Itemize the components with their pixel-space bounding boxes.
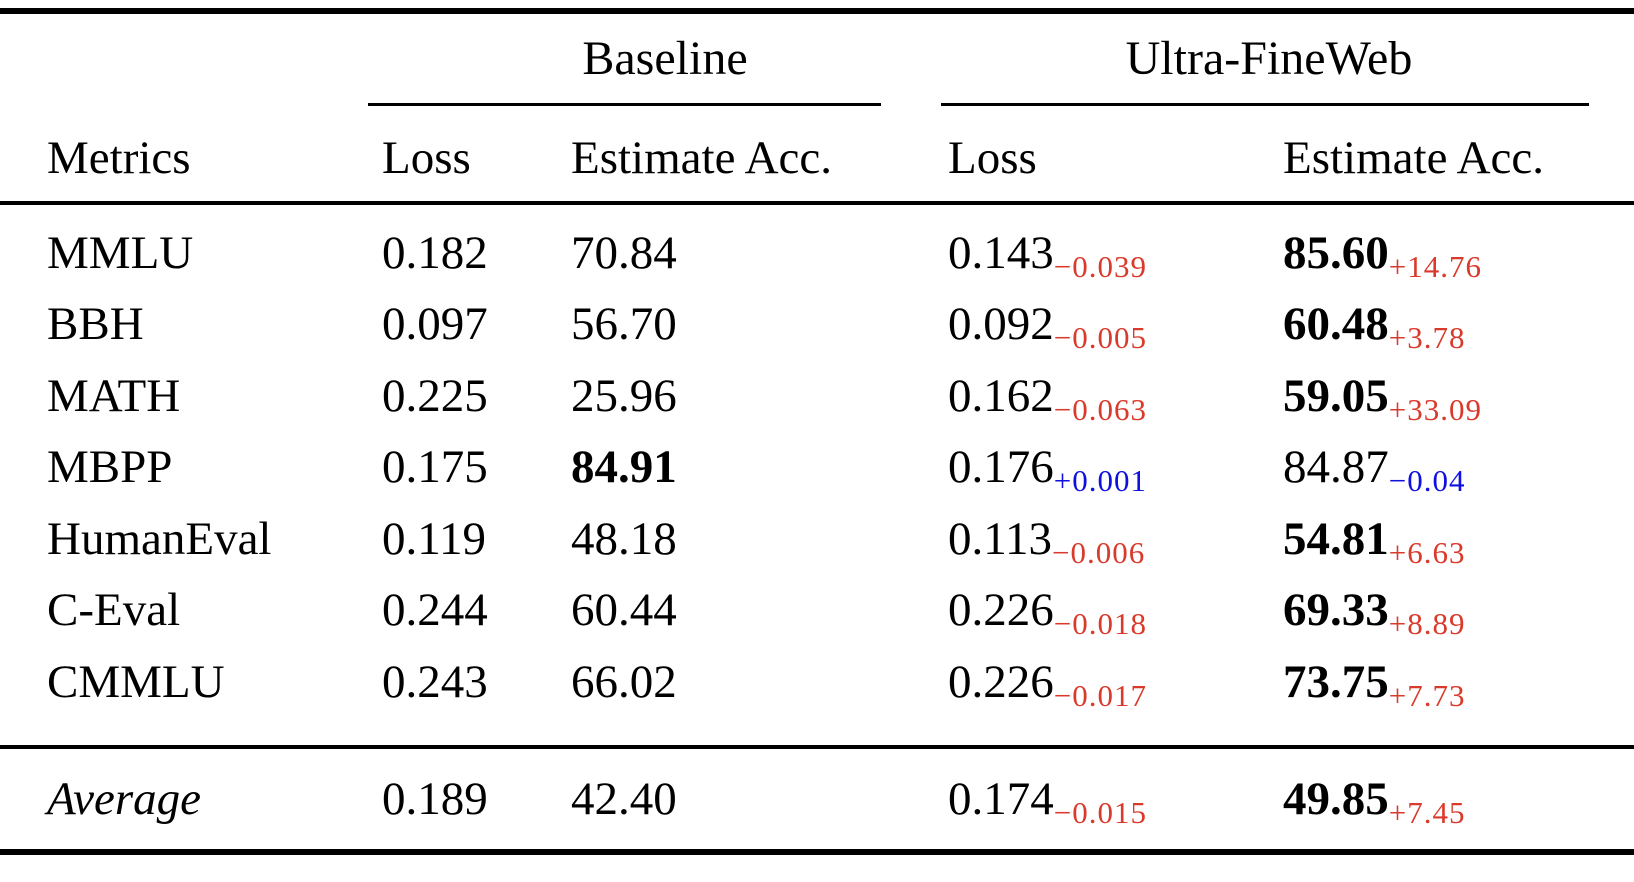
baseline-acc-cell: 66.02	[571, 655, 677, 708]
table-row-bbh: BBH 0.097 56.70 0.092−0.005 60.48+3.78	[0, 289, 1634, 361]
baseline-loss-cell: 0.182	[382, 226, 488, 279]
table-row-mmlu: MMLU 0.182 70.84 0.143−0.039 85.60+14.76	[0, 217, 1634, 289]
loss-delta: −0.039	[1053, 248, 1147, 284]
table-row-ceval: C-Eval 0.244 60.44 0.226−0.018 69.33+8.8…	[0, 575, 1634, 647]
ufw-acc-cell: 59.05+33.09	[1283, 369, 1482, 427]
metric-cell: C-Eval	[47, 584, 181, 637]
baseline-loss-cell: 0.225	[382, 369, 488, 422]
baseline-loss-cell: 0.243	[382, 655, 488, 708]
ufw-loss-cell: 0.143−0.039	[948, 226, 1147, 284]
baseline-underline	[368, 103, 881, 106]
acc-delta: +8.89	[1388, 606, 1466, 642]
ufw-loss-cell: 0.176+0.001	[948, 441, 1147, 499]
ufw-loss-cell: 0.092−0.005	[948, 298, 1147, 356]
baseline-acc-cell: 60.44	[571, 584, 677, 637]
baseline-loss-cell: 0.119	[382, 512, 487, 565]
group-header-ultra-fineweb: Ultra-FineWeb	[1125, 32, 1413, 85]
group-header-baseline: Baseline	[582, 32, 748, 85]
results-table: Baseline Ultra-FineWeb Metrics Loss Esti…	[0, 8, 1634, 882]
ufw-acc-cell: 73.75+7.73	[1283, 655, 1466, 713]
metric-cell: MBPP	[47, 441, 173, 494]
ufw-acc-cell: 60.48+3.78	[1283, 298, 1466, 356]
ufw-loss-cell: 0.113−0.006	[948, 512, 1146, 570]
metric-cell: BBH	[47, 298, 144, 351]
ufw-acc-cell: 84.87−0.04	[1283, 441, 1466, 499]
loss-delta: +0.001	[1053, 463, 1147, 499]
col-header-baseline-loss: Loss	[382, 132, 471, 184]
col-header-metrics: Metrics	[47, 132, 191, 184]
metric-cell: CMMLU	[47, 655, 225, 708]
metric-cell: MMLU	[47, 226, 194, 279]
ufw-acc-cell: 49.85+7.45	[1283, 772, 1466, 830]
loss-delta: −0.006	[1052, 534, 1146, 570]
acc-delta: +3.78	[1388, 320, 1466, 356]
group-underline-row	[0, 103, 1634, 115]
col-header-baseline-acc: Estimate Acc.	[571, 132, 833, 184]
baseline-loss-cell: 0.097	[382, 298, 488, 351]
ufw-loss-cell: 0.162−0.063	[948, 369, 1147, 427]
ufw-acc-cell: 69.33+8.89	[1283, 584, 1466, 642]
baseline-acc-cell: 25.96	[571, 369, 677, 422]
baseline-acc-cell: 48.18	[571, 512, 677, 565]
baseline-loss-cell: 0.244	[382, 584, 488, 637]
table-row-math: MATH 0.225 25.96 0.162−0.063 59.05+33.09	[0, 360, 1634, 432]
ultra-fineweb-underline	[941, 103, 1589, 106]
acc-delta: +14.76	[1388, 248, 1482, 284]
metric-cell: Average	[47, 772, 201, 825]
baseline-loss-cell: 0.175	[382, 441, 488, 494]
group-header-row: Baseline Ultra-FineWeb	[0, 14, 1634, 103]
ufw-loss-cell: 0.226−0.017	[948, 655, 1147, 713]
loss-delta: −0.005	[1053, 320, 1147, 356]
table-row-average: Average 0.189 42.40 0.174−0.015 49.85+7.…	[0, 749, 1634, 849]
col-header-ufw-acc: Estimate Acc.	[1283, 132, 1545, 184]
ufw-acc-cell: 85.60+14.76	[1283, 226, 1482, 284]
column-header-row: Metrics Loss Estimate Acc. Loss Estimate…	[0, 115, 1634, 201]
table-row-cmmlu: CMMLU 0.243 66.02 0.226−0.017 73.75+7.73	[0, 646, 1634, 718]
table-row-mbpp: MBPP 0.175 84.91 0.176+0.001 84.87−0.04	[0, 432, 1634, 504]
acc-delta: +7.73	[1388, 677, 1466, 713]
header-rule	[0, 201, 1634, 205]
ufw-acc-cell: 54.81+6.63	[1283, 512, 1466, 570]
table-row-humaneval: HumanEval 0.119 48.18 0.113−0.006 54.81+…	[0, 503, 1634, 575]
table-body: MMLU 0.182 70.84 0.143−0.039 85.60+14.76…	[0, 205, 1634, 745]
baseline-loss-cell: 0.189	[382, 772, 488, 825]
baseline-acc-cell: 42.40	[571, 772, 677, 825]
acc-delta: +6.63	[1388, 534, 1466, 570]
bottom-rule	[0, 848, 1634, 855]
ufw-loss-cell: 0.226−0.018	[948, 584, 1147, 642]
body-footer-rule	[0, 744, 1634, 749]
baseline-acc-cell: 84.91	[571, 441, 677, 494]
loss-delta: −0.063	[1053, 391, 1147, 427]
baseline-acc-cell: 56.70	[571, 298, 677, 351]
loss-delta: −0.015	[1053, 794, 1147, 830]
ufw-loss-cell: 0.174−0.015	[948, 772, 1147, 830]
acc-delta: +7.45	[1388, 794, 1466, 830]
loss-delta: −0.017	[1053, 677, 1147, 713]
top-rule	[0, 8, 1634, 14]
col-header-ufw-loss: Loss	[948, 132, 1037, 184]
metric-cell: HumanEval	[47, 512, 272, 565]
metric-cell: MATH	[47, 369, 181, 422]
acc-delta: +33.09	[1388, 391, 1482, 427]
baseline-acc-cell: 70.84	[571, 226, 677, 279]
acc-delta: −0.04	[1388, 463, 1466, 499]
loss-delta: −0.018	[1053, 606, 1147, 642]
